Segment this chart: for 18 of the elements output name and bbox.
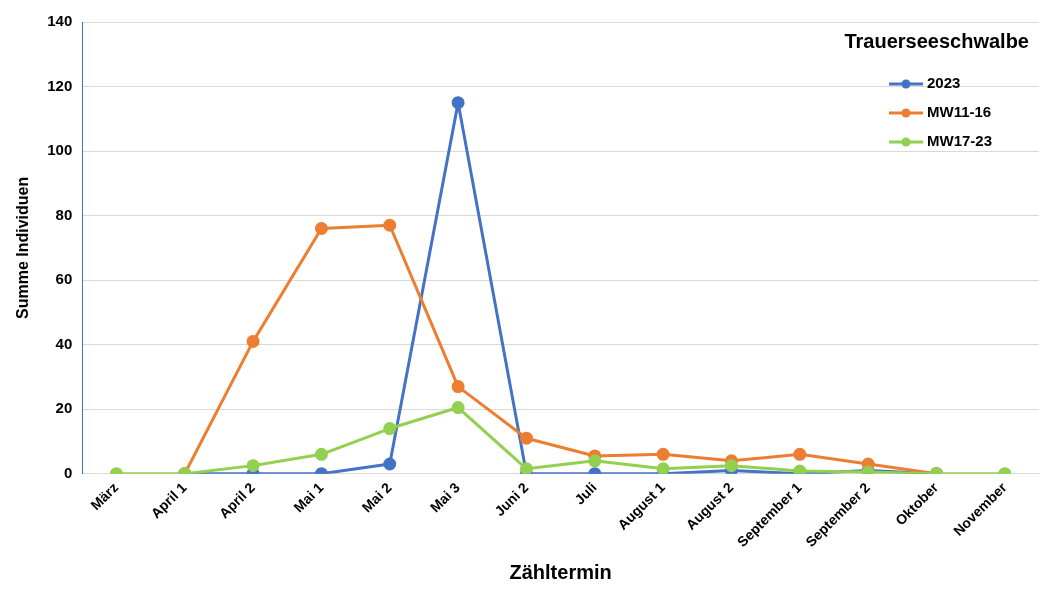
y-tick-label: 120 <box>47 76 73 94</box>
x-tick-label: Mai 2 <box>358 479 395 516</box>
legend-label: MW17-23 <box>927 132 993 150</box>
y-tick-label: 20 <box>55 399 73 417</box>
x-axis-title: Zähltermin <box>509 560 612 583</box>
y-tick-label: 140 <box>47 12 73 30</box>
chart-title: Trauerseeschwalbe <box>844 29 1029 52</box>
y-tick-label: 100 <box>47 141 73 159</box>
y-tick-label: 40 <box>55 334 73 352</box>
x-tick-label: Mai 3 <box>426 479 464 516</box>
legend-label: 2023 <box>927 74 961 92</box>
x-tick-label: Juli <box>571 479 600 508</box>
y-tick-label: 80 <box>55 205 73 223</box>
y-tick-label: 0 <box>63 463 73 481</box>
legend-label: MW11-16 <box>927 103 992 121</box>
y-tick-label: 60 <box>55 270 73 288</box>
y-axis-title: Summe Individuen <box>14 176 32 319</box>
x-tick-label: Mai 1 <box>290 479 327 516</box>
